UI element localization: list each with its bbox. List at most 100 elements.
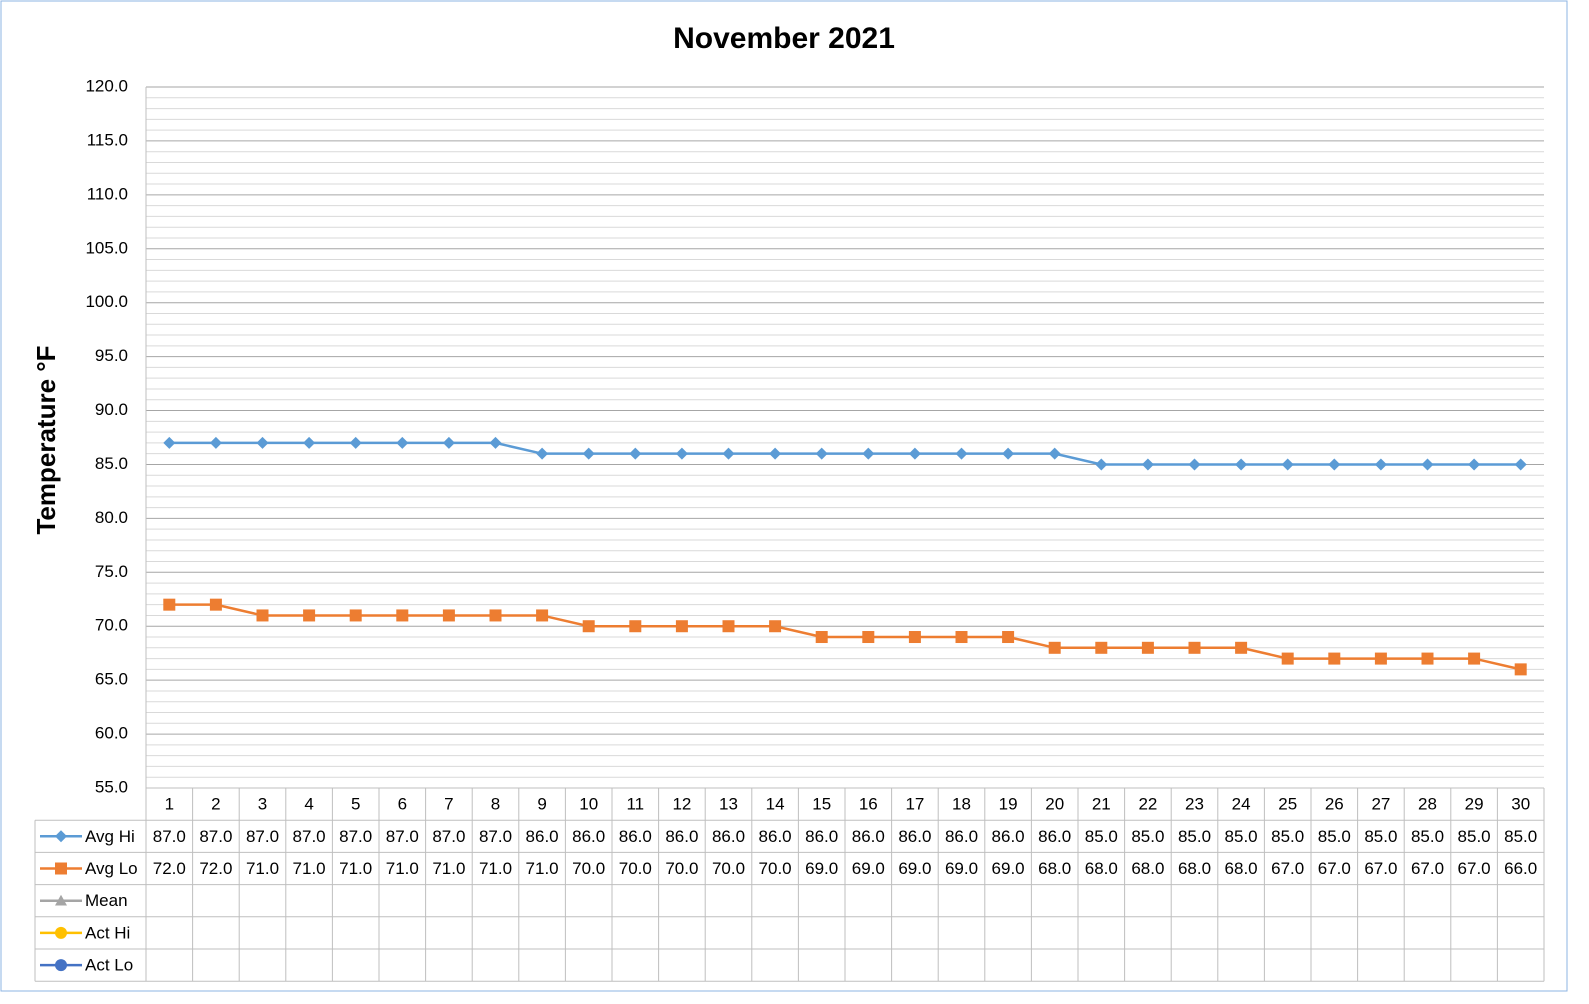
table-value: 85.0 [1178,827,1211,846]
table-value: 86.0 [852,827,885,846]
y-tick-label: 120.0 [85,76,128,95]
y-tick-label: 85.0 [95,454,128,473]
data-point [1514,663,1527,676]
table-value: 86.0 [619,827,652,846]
legend-label: Avg Hi [85,827,135,846]
y-tick-label: 65.0 [95,670,128,689]
data-point [815,447,828,460]
data-point [1374,652,1387,665]
table-value: 69.0 [992,859,1025,878]
data-point [1328,652,1341,665]
legend-marker [55,926,67,939]
table-value: 86.0 [526,827,559,846]
series-line [169,603,1521,671]
legend-label: Mean [85,891,128,910]
table-value: 85.0 [1458,827,1491,846]
table-value: 70.0 [712,859,745,878]
data-point [489,609,502,622]
data-point [629,447,642,460]
table-value: 87.0 [386,827,419,846]
data-point [1048,447,1061,460]
data-point [1281,458,1294,471]
y-tick-label: 100.0 [85,292,128,311]
x-tick-label: 30 [1511,795,1530,814]
table-value: 69.0 [945,859,978,878]
table-value: 71.0 [526,859,559,878]
table-value: 87.0 [479,827,512,846]
table-value: 85.0 [1271,827,1304,846]
table-value: 86.0 [945,827,978,846]
table-value: 87.0 [246,827,279,846]
data-point [1141,641,1154,654]
table-value: 86.0 [992,827,1025,846]
x-tick-label: 21 [1092,795,1111,814]
table-value: 85.0 [1085,827,1118,846]
data-point [862,631,875,644]
y-tick-label: 70.0 [95,616,128,635]
y-tick-label: 55.0 [95,777,128,796]
data-point [163,436,176,449]
data-point [1141,458,1154,471]
legend-marker [55,862,67,875]
legend-marker [55,894,67,906]
data-point [1002,631,1015,644]
x-tick-label: 11 [626,795,644,814]
x-tick-label: 22 [1138,795,1157,814]
data-point [722,620,735,633]
table-value: 87.0 [199,827,232,846]
table-value: 85.0 [1411,827,1444,846]
x-tick-label: 29 [1465,795,1484,814]
table-value: 87.0 [339,827,372,846]
data-point [1095,458,1108,471]
x-tick-label: 27 [1371,795,1390,814]
table-value: 87.0 [432,827,465,846]
legend-label: Act Hi [85,923,130,942]
x-tick-label: 8 [491,795,500,814]
legend-label: Act Lo [85,956,133,975]
table-value: 70.0 [619,859,652,878]
chart-border [0,0,1568,992]
table-value: 72.0 [199,859,232,878]
table-value: 85.0 [1504,827,1537,846]
x-tick-label: 4 [304,795,313,814]
data-point [582,620,595,633]
y-tick-label: 90.0 [95,400,128,419]
x-tick-label: 17 [905,795,924,814]
data-point [1328,458,1341,471]
table-value: 86.0 [759,827,792,846]
legend-marker [55,959,67,972]
table-value: 67.0 [1271,859,1304,878]
table-value: 67.0 [1318,859,1351,878]
data-point [1235,458,1248,471]
data-point [303,436,316,449]
data-point [256,609,269,622]
x-tick-label: 5 [351,795,360,814]
data-point [629,620,642,633]
x-tick-label: 18 [952,795,971,814]
data-point [442,436,455,449]
data-point [1468,652,1481,665]
x-tick-label: 6 [398,795,407,814]
data-point [582,447,595,460]
data-point [396,436,409,449]
table-value: 71.0 [293,859,326,878]
x-tick-label: 26 [1325,795,1344,814]
table-value: 86.0 [898,827,931,846]
data-point [303,609,316,622]
table-value: 71.0 [339,859,372,878]
x-tick-label: 23 [1185,795,1204,814]
y-tick-label: 60.0 [95,724,128,743]
table-value: 85.0 [1364,827,1397,846]
chart-title: November 2021 [673,22,895,55]
y-axis-label: Temperature °F [31,345,61,534]
table-value: 85.0 [1318,827,1351,846]
data-point [1188,458,1201,471]
data-point [1188,641,1201,654]
data-point [442,609,455,622]
x-tick-label: 13 [719,795,738,814]
data-point [1235,641,1248,654]
legend-label: Avg Lo [85,859,138,878]
table-value: 68.0 [1178,859,1211,878]
x-tick-label: 7 [444,795,453,814]
table-value: 69.0 [852,859,885,878]
